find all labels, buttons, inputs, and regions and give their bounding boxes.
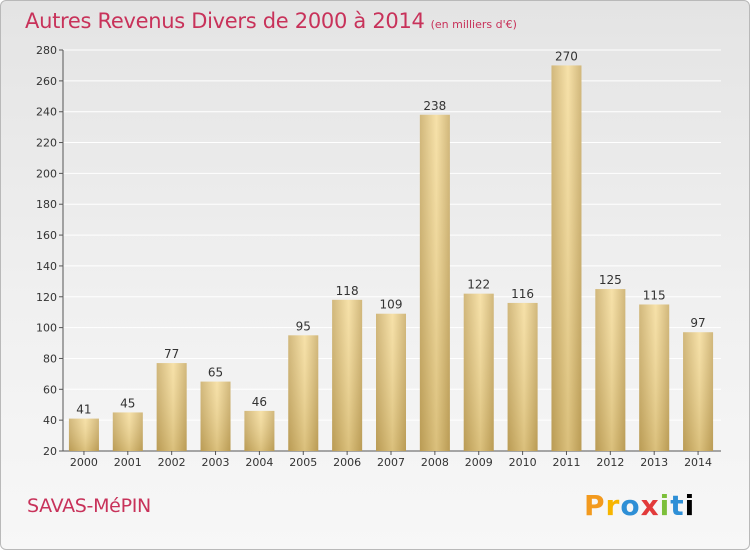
y-tick-label: 60 xyxy=(43,383,57,396)
bar-shade xyxy=(683,332,714,451)
data-label: 41 xyxy=(76,403,91,417)
bar-shade xyxy=(156,363,187,451)
x-tick-label: 2007 xyxy=(377,456,405,469)
x-tick-label: 2006 xyxy=(333,456,361,469)
data-label: 45 xyxy=(120,396,135,410)
bar-shade xyxy=(112,412,143,451)
logo-letter: i xyxy=(659,489,671,522)
y-tick-label: 240 xyxy=(36,106,57,119)
logo-letter: t xyxy=(670,489,685,522)
place-name: SAVAS-MéPIN xyxy=(27,495,151,517)
x-tick-label: 2004 xyxy=(245,456,273,469)
x-tick-label: 2003 xyxy=(202,456,230,469)
chart-unit: (en milliers d'€) xyxy=(430,18,517,31)
bar-shade xyxy=(639,304,670,451)
data-label: 95 xyxy=(296,319,311,333)
data-label: 118 xyxy=(336,284,359,298)
data-label: 238 xyxy=(423,99,446,113)
chart-title: Autres Revenus Divers de 2000 à 2014 (en … xyxy=(25,9,517,33)
bar-shade xyxy=(244,410,275,451)
data-label: 46 xyxy=(252,395,267,409)
data-label: 270 xyxy=(555,49,578,63)
bar-shade xyxy=(332,299,363,451)
y-tick-label: 280 xyxy=(36,44,57,57)
y-tick-label: 140 xyxy=(36,260,57,273)
x-tick-label: 2012 xyxy=(596,456,624,469)
x-tick-label: 2009 xyxy=(465,456,493,469)
x-tick-label: 2000 xyxy=(70,456,98,469)
data-label: 115 xyxy=(643,288,666,302)
logo-letter: P xyxy=(584,489,606,522)
logo-letter: r xyxy=(605,489,621,522)
bar-shade xyxy=(507,302,538,451)
x-tick-label: 2013 xyxy=(640,456,668,469)
logo-letter: o xyxy=(620,489,641,522)
y-tick-label: 20 xyxy=(43,445,57,458)
data-label: 65 xyxy=(208,366,223,380)
x-tick-label: 2001 xyxy=(114,456,142,469)
bar-shade xyxy=(68,418,99,451)
data-label: 109 xyxy=(380,298,403,312)
y-tick-label: 40 xyxy=(43,414,57,427)
x-tick-label: 2008 xyxy=(421,456,449,469)
bar-shade xyxy=(200,381,231,451)
x-tick-label: 2005 xyxy=(289,456,317,469)
y-tick-label: 220 xyxy=(36,137,57,150)
data-label: 97 xyxy=(690,316,705,330)
y-tick-label: 100 xyxy=(36,322,57,335)
bar-shade xyxy=(288,335,319,451)
y-tick-label: 160 xyxy=(36,229,57,242)
chart-title-text: Autres Revenus Divers de 2000 à 2014 xyxy=(25,9,425,33)
logo-letter: x xyxy=(640,489,660,522)
y-tick-label: 200 xyxy=(36,167,57,180)
data-label: 125 xyxy=(599,273,622,287)
bar-shade xyxy=(551,65,582,451)
data-label: 122 xyxy=(467,278,490,292)
y-tick-label: 260 xyxy=(36,75,57,88)
x-tick-label: 2011 xyxy=(552,456,580,469)
bar-shade xyxy=(595,289,626,451)
y-tick-label: 180 xyxy=(36,198,57,211)
data-label: 116 xyxy=(511,287,534,301)
proxiti-logo: Proxiti xyxy=(584,489,695,522)
x-tick-label: 2014 xyxy=(684,456,712,469)
y-tick-label: 120 xyxy=(36,291,57,304)
bar-shade xyxy=(376,313,406,451)
bar-shade xyxy=(463,293,494,451)
logo-letter: i xyxy=(684,489,696,522)
data-label: 77 xyxy=(164,347,179,361)
bar-shade xyxy=(419,114,450,452)
y-tick-label: 80 xyxy=(43,352,57,365)
x-tick-label: 2002 xyxy=(158,456,186,469)
x-tick-label: 2010 xyxy=(509,456,537,469)
